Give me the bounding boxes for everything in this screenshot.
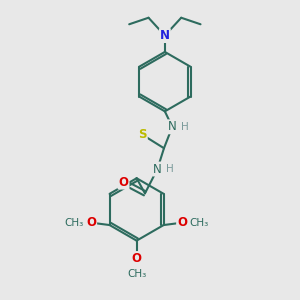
Text: O: O <box>177 216 187 229</box>
Text: N: N <box>168 120 177 133</box>
Text: CH₃: CH₃ <box>64 218 84 228</box>
Text: N: N <box>160 29 170 42</box>
Text: O: O <box>118 176 128 189</box>
Text: H: H <box>181 122 189 132</box>
Text: N: N <box>153 163 162 176</box>
Text: O: O <box>132 252 142 265</box>
Text: O: O <box>86 216 96 229</box>
Text: CH₃: CH₃ <box>127 269 146 279</box>
Text: CH₃: CH₃ <box>190 218 209 228</box>
Text: H: H <box>166 164 174 174</box>
Text: S: S <box>138 128 147 141</box>
